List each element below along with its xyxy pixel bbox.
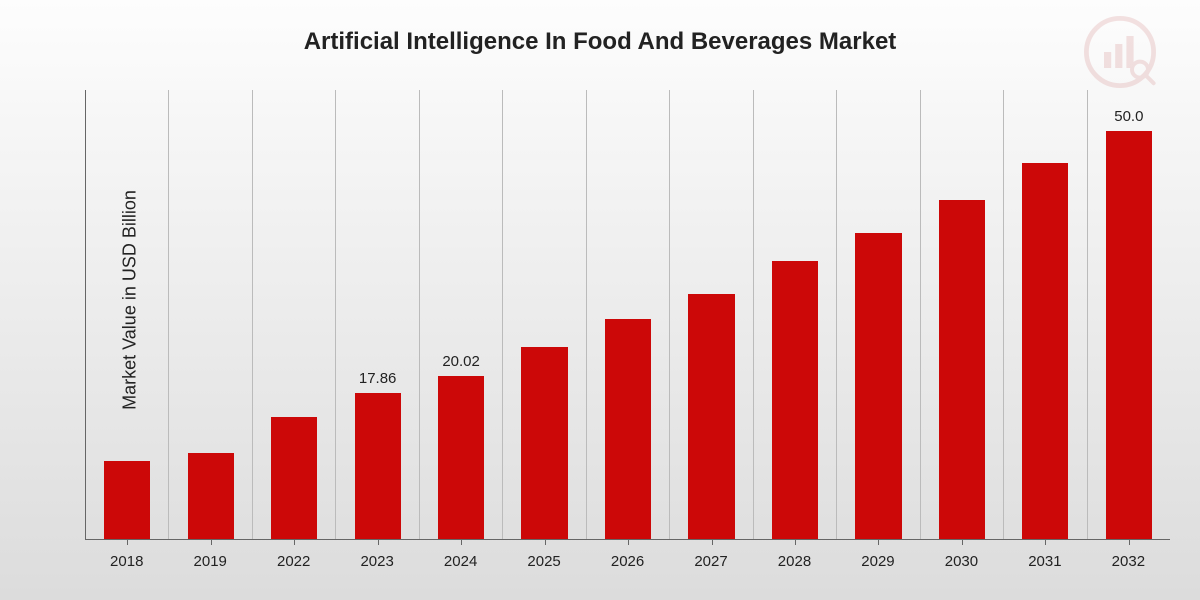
bar bbox=[271, 417, 317, 539]
x-tick-label: 2029 bbox=[836, 553, 919, 570]
x-tick-label: 2026 bbox=[586, 553, 669, 570]
bar-slot bbox=[169, 90, 252, 539]
x-tick-label: 2031 bbox=[1003, 553, 1086, 570]
bar-slot bbox=[1004, 90, 1087, 539]
bar-slot bbox=[86, 90, 169, 539]
x-tick-mark bbox=[795, 539, 796, 545]
x-tick-mark bbox=[1129, 539, 1130, 545]
chart-title: Artificial Intelligence In Food And Beve… bbox=[30, 28, 1170, 56]
logo-svg bbox=[1080, 12, 1160, 92]
x-tick-mark bbox=[461, 539, 462, 545]
bar bbox=[521, 347, 567, 539]
x-tick-mark bbox=[294, 539, 295, 545]
bar bbox=[772, 261, 818, 539]
bar bbox=[355, 393, 401, 539]
x-tick-label: 2028 bbox=[753, 553, 836, 570]
bar-value-label: 20.02 bbox=[420, 353, 502, 370]
chart-container: Artificial Intelligence In Food And Beve… bbox=[0, 0, 1200, 600]
bar bbox=[188, 453, 234, 539]
bar-slot bbox=[921, 90, 1004, 539]
x-tick-label: 2030 bbox=[920, 553, 1003, 570]
bar bbox=[1022, 163, 1068, 539]
bar-slot bbox=[670, 90, 753, 539]
x-tick-mark bbox=[962, 539, 963, 545]
x-tick-mark bbox=[127, 539, 128, 545]
x-axis-ticks: 2018201920222023202420252026202720282029… bbox=[85, 553, 1170, 570]
plot-area: 17.8620.02 50.0 bbox=[85, 90, 1170, 540]
x-tick-mark bbox=[712, 539, 713, 545]
x-tick-mark bbox=[545, 539, 546, 545]
bar-slot bbox=[837, 90, 920, 539]
x-tick-mark bbox=[878, 539, 879, 545]
x-tick-mark bbox=[378, 539, 379, 545]
x-tick-label: 2032 bbox=[1087, 553, 1170, 570]
x-tick-mark bbox=[211, 539, 212, 545]
bar bbox=[855, 233, 901, 539]
x-tick-label: 2023 bbox=[335, 553, 418, 570]
bar-slot bbox=[253, 90, 336, 539]
x-tick-mark bbox=[1045, 539, 1046, 545]
bar bbox=[1106, 131, 1152, 539]
bar-slot bbox=[503, 90, 586, 539]
bar-slot: 50.0 bbox=[1088, 90, 1170, 539]
x-tick-label: 2024 bbox=[419, 553, 502, 570]
x-tick-label: 2022 bbox=[252, 553, 335, 570]
bar bbox=[605, 319, 651, 539]
bar bbox=[939, 200, 985, 539]
x-tick-label: 2027 bbox=[669, 553, 752, 570]
x-tick-label: 2019 bbox=[168, 553, 251, 570]
bar-slot bbox=[754, 90, 837, 539]
watermark-logo-icon bbox=[1080, 12, 1160, 92]
x-tick-mark bbox=[628, 539, 629, 545]
bar-value-label: 50.0 bbox=[1088, 108, 1170, 125]
bar-slot bbox=[587, 90, 670, 539]
bar-value-label: 17.86 bbox=[336, 370, 418, 387]
x-tick-label: 2018 bbox=[85, 553, 168, 570]
x-tick-label: 2025 bbox=[502, 553, 585, 570]
bar bbox=[688, 294, 734, 539]
bar bbox=[438, 376, 484, 539]
bar-slot: 17.86 bbox=[336, 90, 419, 539]
bar bbox=[104, 461, 150, 539]
bars-group: 17.8620.02 50.0 bbox=[86, 90, 1170, 539]
bar-slot: 20.02 bbox=[420, 90, 503, 539]
